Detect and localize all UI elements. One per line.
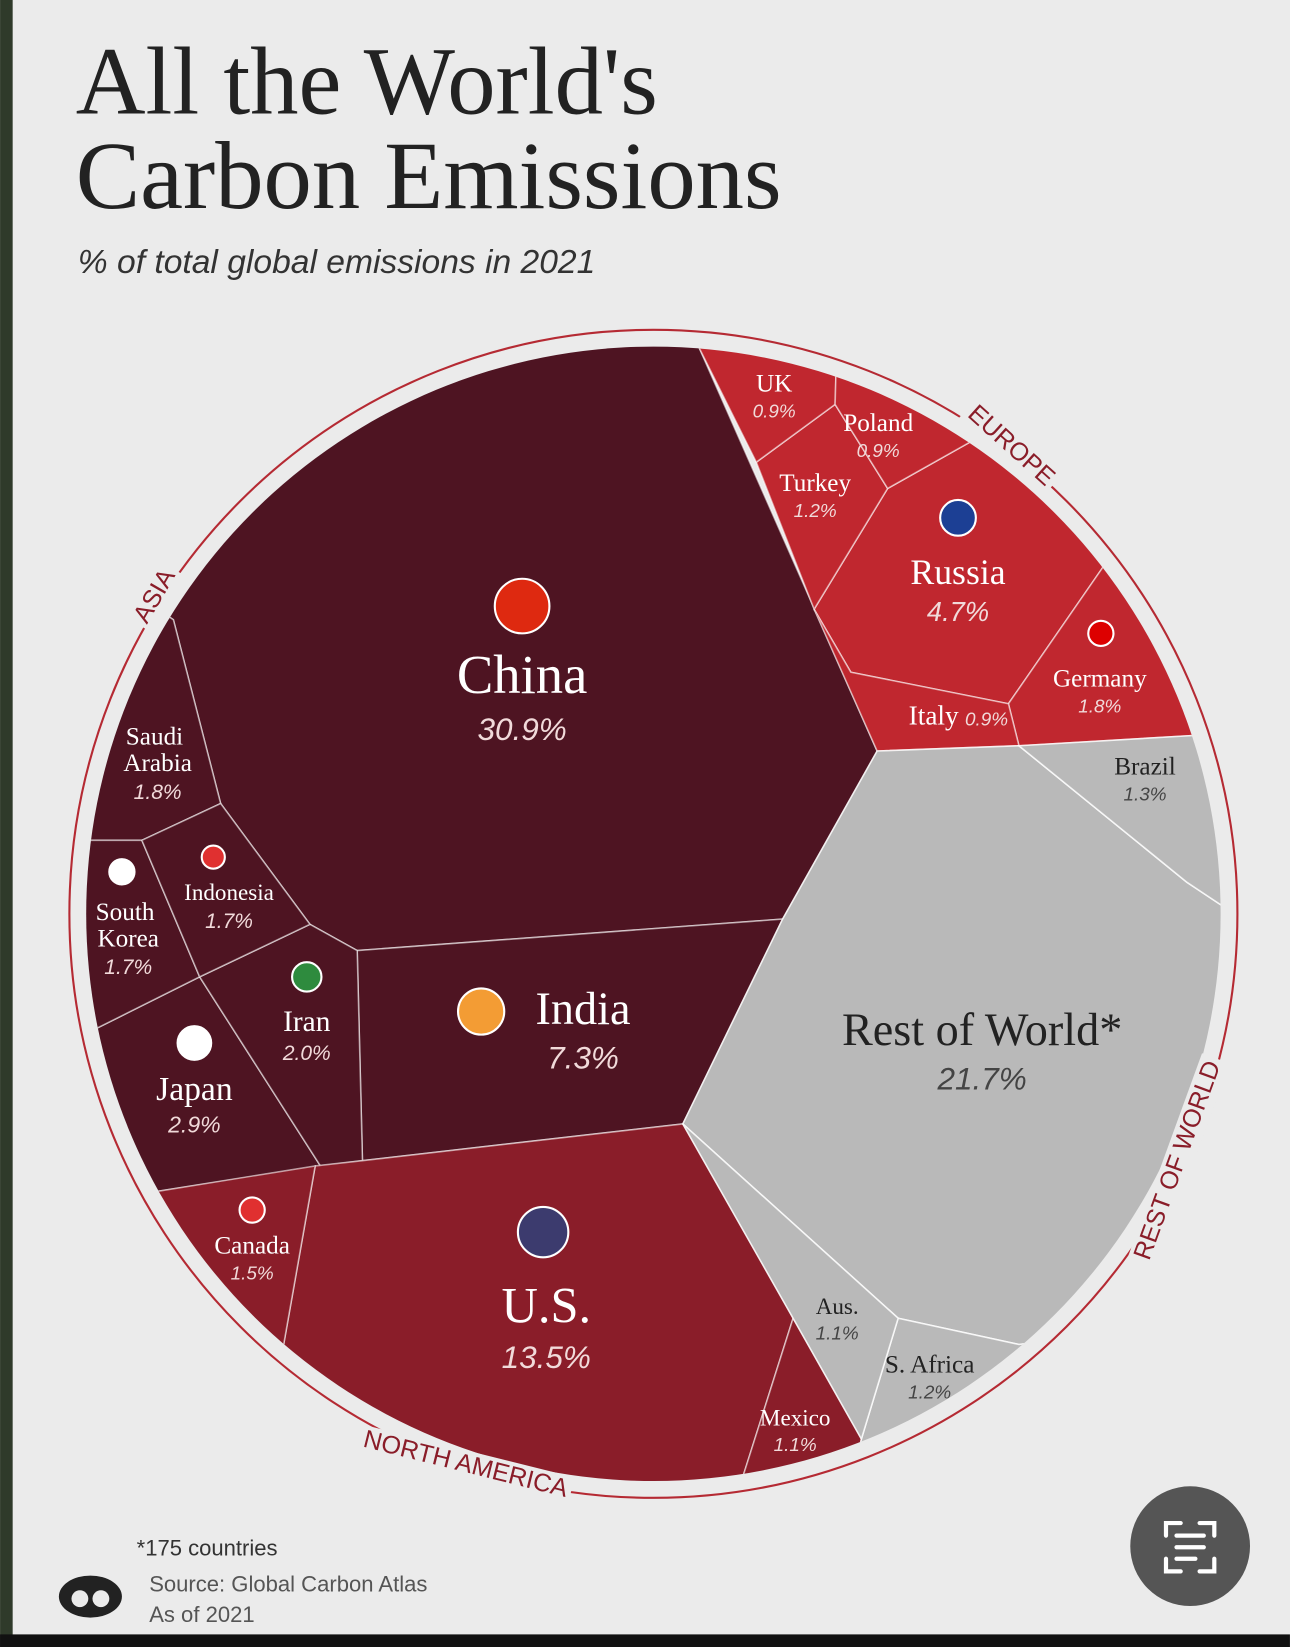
value-label: 1.3%: [1123, 785, 1166, 806]
flag: [176, 1025, 213, 1061]
value-label: 0.9%: [965, 710, 1008, 731]
value-label: 7.3%: [547, 1040, 619, 1076]
footnote: *175 countries: [137, 1536, 278, 1561]
scan-button[interactable]: [1130, 1486, 1251, 1607]
flag: [493, 577, 551, 635]
category-label: Mexico: [760, 1404, 831, 1430]
value-label: 21.7%: [937, 1061, 1027, 1097]
category-label: U.S.: [501, 1277, 591, 1333]
category-label: Rest of World*: [842, 1004, 1122, 1055]
category-label: Brazil: [1114, 754, 1176, 781]
flag: [291, 961, 323, 993]
value-label: 13.5%: [502, 1339, 591, 1375]
region-label-bg: [958, 397, 1064, 496]
category-label: China: [457, 644, 587, 705]
category-label: S. Africa: [885, 1351, 975, 1378]
value-label: 2.9%: [167, 1112, 221, 1138]
region-label-bg: [1127, 1053, 1230, 1269]
flag: [939, 498, 977, 537]
flag: [1087, 619, 1115, 648]
flag: [200, 844, 226, 870]
flag: [108, 858, 136, 886]
left-edge: [0, 0, 13, 1647]
chart-title: All the World's Carbon Emissions: [76, 27, 782, 229]
value-label: 4.7%: [927, 596, 989, 627]
bottom-edge: [0, 1634, 1290, 1647]
value-label: 2.0%: [282, 1042, 331, 1065]
flag: [456, 987, 506, 1036]
category-label: India: [536, 983, 631, 1034]
region-label-bg: [126, 560, 185, 633]
value-label: 1.2%: [794, 501, 837, 522]
value-label: 1.2%: [908, 1382, 951, 1403]
logo: [58, 1575, 122, 1618]
cell: [86, 839, 201, 1031]
cell: [697, 346, 842, 464]
chart-subtitle: % of total global emissions in 2021: [78, 244, 596, 281]
category-label: Poland: [843, 410, 913, 437]
flag: [238, 1196, 266, 1224]
source: Source: Global Carbon Atlas: [149, 1571, 427, 1596]
category-label: UK: [756, 370, 792, 397]
value-label: 1.8%: [1078, 696, 1121, 717]
category-label: Iran: [283, 1006, 331, 1038]
category-label: Germany: [1053, 665, 1147, 692]
value-label: 30.9%: [477, 711, 566, 747]
region-label-bg: [356, 1424, 575, 1506]
category-label: Aus.: [816, 1293, 859, 1319]
category-label: Saudi Arabia: [123, 723, 192, 776]
category-label: Russia: [910, 552, 1005, 592]
value-label: 1.5%: [231, 1264, 274, 1285]
category-label: Italy: [909, 701, 959, 731]
cell: [140, 802, 312, 978]
category-label: Turkey: [779, 470, 851, 497]
value-label: 0.9%: [857, 441, 900, 462]
region-ring: [68, 328, 1239, 1499]
value-label: 1.8%: [134, 781, 182, 804]
value-label: 1.7%: [205, 910, 253, 933]
category-label: Canada: [214, 1233, 290, 1260]
value-label: 1.1%: [816, 1324, 859, 1345]
category-label: Indonesia: [184, 879, 274, 905]
cell: [682, 1123, 900, 1442]
category-label: South Korea: [96, 899, 161, 952]
category-label: Japan: [156, 1071, 233, 1108]
value-label: 1.1%: [774, 1435, 817, 1456]
flag: [516, 1205, 570, 1259]
value-label: 0.9%: [753, 401, 796, 422]
as-of: As of 2021: [149, 1602, 254, 1627]
value-label: 1.7%: [104, 956, 152, 979]
